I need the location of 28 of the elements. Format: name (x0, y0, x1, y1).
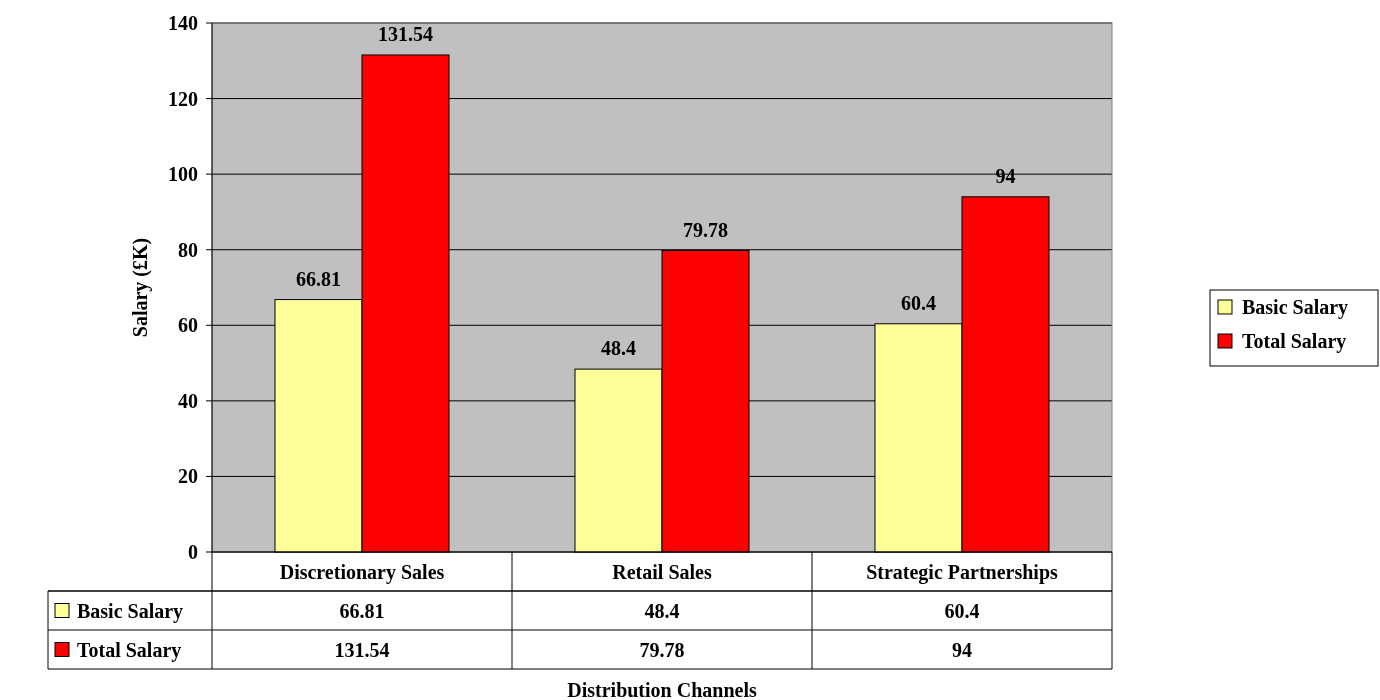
legend-label: Total Salary (1242, 330, 1347, 353)
data-label: 79.78 (639, 638, 685, 661)
x-tick-label: Discretionary Sales (279, 560, 445, 584)
y-tick-label: 80 (178, 238, 198, 261)
annotation: 48.4 (601, 337, 636, 360)
x-tick-label: Retail Sales (612, 560, 712, 583)
annotation: 60.4 (901, 291, 936, 314)
y-tick-label: 0 (188, 541, 198, 563)
y-tick-label: 120 (168, 87, 198, 110)
x-axis-title: Distribution Channels (567, 679, 757, 700)
y-axis-title: Salary (£K) (129, 237, 152, 338)
y-tick-label: 140 (168, 12, 198, 34)
text: Total Salary (77, 638, 182, 661)
legend-label: Basic Salary (77, 599, 184, 623)
data-label: 60.4 (944, 599, 980, 622)
annotation: 131.54 (378, 22, 433, 45)
data-label: 48.4 (644, 599, 680, 622)
y-tick-label: 40 (178, 389, 198, 412)
data-label: 94 (952, 638, 972, 661)
data-label: 131.54 (334, 638, 390, 661)
annotation: 66.81 (296, 267, 341, 290)
y-tick-label: 100 (168, 163, 198, 186)
data-label: 66.81 (339, 599, 385, 622)
x-tick-label: Strategic Partnerships (866, 560, 1059, 584)
y-tick-label: 20 (178, 465, 198, 488)
text: Basic Salary (1242, 296, 1349, 318)
y-tick-label: 60 (178, 314, 198, 337)
annotation: 79.78 (683, 218, 728, 241)
